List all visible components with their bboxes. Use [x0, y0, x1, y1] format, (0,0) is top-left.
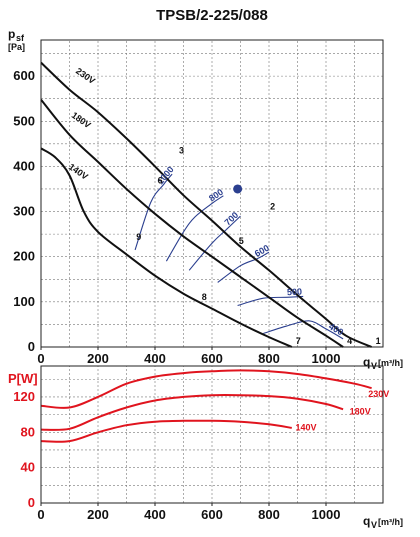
x-tick-label: 1000 [312, 351, 341, 366]
pressure-curve-180V [40, 98, 344, 348]
power-labels: 230V 180V 140V [296, 389, 390, 433]
power-curve-230V [40, 369, 372, 409]
y-tick-label: 120 [13, 389, 35, 404]
point-label: 8 [202, 292, 207, 302]
y-tick-label: 40 [21, 460, 35, 475]
point-label: 5 [239, 236, 244, 246]
power-voltage-label: 180V [350, 407, 371, 417]
y-tick-label: 600 [13, 68, 35, 83]
power-ylabel: P[W] [8, 371, 38, 386]
power-curve-140V [40, 419, 292, 443]
power-series [40, 369, 372, 443]
pressure-curve-140V [40, 147, 293, 348]
point-label: 7 [296, 336, 301, 346]
point-label: 9 [136, 232, 141, 242]
pressure-axes: 0 200 400 600 800 1000 0 100 200 300 400 500 600 [13, 39, 384, 366]
x-tick-label: 800 [258, 351, 280, 366]
efficiency-label: 700 [222, 210, 240, 228]
point-label: 4 [347, 336, 352, 346]
point-label: 6 [158, 176, 163, 186]
pressure-xlabel-unit: [m³/h] [378, 358, 403, 368]
pressure-ylabel-main: p [8, 27, 15, 41]
pressure-chart: 1000800700600500400230V180V140V123456789… [8, 27, 403, 371]
y-tick-label: 400 [13, 158, 35, 173]
efficiency-label: 500 [287, 287, 303, 298]
y-tick-label: 300 [13, 204, 35, 219]
power-axes: 0 200 400 600 800 1000 0 40 80 120 [13, 365, 384, 522]
y-tick-label: 100 [13, 294, 35, 309]
x-tick-label: 0 [37, 507, 44, 522]
point-label: 1 [376, 336, 381, 346]
pressure-grid [41, 40, 383, 347]
point-label: 2 [270, 201, 275, 211]
power-voltage-label: 230V [368, 389, 389, 399]
power-xlabel-main: q [363, 514, 370, 528]
x-tick-label: 1000 [312, 507, 341, 522]
y-tick-label: 0 [28, 495, 35, 510]
efficiency-curve [134, 173, 173, 251]
power-curve-180V [40, 394, 344, 431]
pressure-ylabel-sub: sf [16, 33, 25, 43]
x-tick-label: 600 [201, 351, 223, 366]
efficiency-curve [188, 215, 241, 271]
x-tick-label: 800 [258, 507, 280, 522]
x-tick-label: 200 [87, 507, 109, 522]
y-tick-label: 500 [13, 113, 35, 128]
x-tick-label: 600 [201, 507, 223, 522]
efficiency-curve [217, 251, 270, 283]
efficiency-curve [165, 195, 224, 262]
efficiency-curve [237, 295, 304, 307]
efficiency-label: 400 [327, 321, 345, 337]
pressure-curve-230V [40, 61, 373, 348]
voltage-label: 180V [70, 110, 93, 130]
x-tick-label: 400 [144, 351, 166, 366]
efficiency-curve [263, 320, 344, 340]
power-xlabel-unit: [m³/h] [378, 517, 403, 527]
chart-title: TPSB/2-225/088 [156, 7, 268, 24]
power-voltage-label: 140V [296, 423, 317, 433]
y-tick-label: 0 [28, 339, 35, 354]
y-tick-label: 200 [13, 249, 35, 264]
power-xlabel-sub: V [371, 520, 377, 530]
pressure-ylabel-unit: [Pa] [8, 42, 25, 52]
efficiency-label: 600 [253, 243, 271, 259]
voltage-label: 230V [74, 66, 97, 86]
point-label: 3 [179, 145, 184, 155]
x-tick-label: 200 [87, 351, 109, 366]
y-tick-label: 80 [21, 424, 35, 439]
pressure-xlabel-main: q [363, 355, 370, 369]
x-tick-label: 400 [144, 507, 166, 522]
power-chart: 230V 180V 140V 0 200 400 600 800 1000 0 40 80 120 P… [8, 365, 403, 530]
pressure-series [40, 61, 373, 348]
operating-point [233, 184, 243, 194]
x-tick-label: 0 [37, 351, 44, 366]
